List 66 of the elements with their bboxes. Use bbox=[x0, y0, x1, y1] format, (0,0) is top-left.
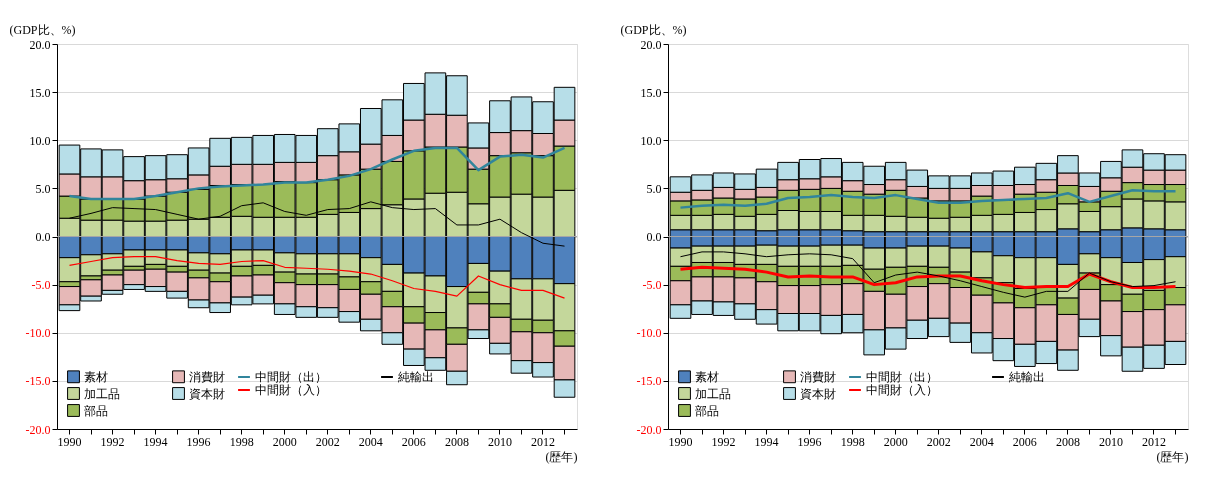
x-tick-label: 2010 bbox=[1098, 434, 1123, 449]
legend-label: 中間財（出） bbox=[866, 370, 938, 384]
y-tick-label: -5.0 bbox=[31, 278, 51, 293]
x-tick-label: 1992 bbox=[100, 434, 125, 449]
x-axis-title: (歴年) bbox=[1156, 449, 1189, 464]
y-tick-label: -5.0 bbox=[642, 278, 662, 293]
y-axis-title: (GDP比、%) bbox=[9, 22, 76, 37]
legend-label: 消費財 bbox=[189, 369, 225, 384]
x-tick-label: 2006 bbox=[1012, 434, 1037, 449]
legend-label: 中間財（入） bbox=[866, 383, 938, 397]
line-series bbox=[678, 265, 1178, 290]
legend-label: 素材 bbox=[695, 369, 719, 384]
y-tick-label: 0.0 bbox=[35, 230, 51, 244]
y-tick-label: -10.0 bbox=[636, 326, 662, 341]
x-tick-label: 1998 bbox=[229, 434, 254, 449]
legend-label: 消費財 bbox=[800, 369, 836, 384]
x-tick-label: 1992 bbox=[711, 434, 736, 449]
y-tick-label: 20.0 bbox=[640, 37, 662, 52]
x-tick-label: 2002 bbox=[315, 434, 340, 449]
y-tick-label: 20.0 bbox=[29, 37, 51, 52]
x-tick-label: 2004 bbox=[969, 434, 994, 449]
x-tick-label: 2008 bbox=[1055, 434, 1080, 449]
legend-label: 資本財 bbox=[189, 386, 225, 401]
x-tick-label: 2000 bbox=[883, 434, 908, 449]
legend-label: 加工品 bbox=[84, 386, 120, 401]
x-tick-label: 2000 bbox=[272, 434, 297, 449]
x-tick-label: 2004 bbox=[358, 434, 383, 449]
x-tick-label: 2008 bbox=[444, 434, 469, 449]
x-tick-label: 2012 bbox=[530, 434, 555, 449]
y-tick-label: 5.0 bbox=[35, 181, 51, 196]
x-tick-label: 1990 bbox=[668, 434, 693, 449]
y-tick-label: -15.0 bbox=[25, 374, 51, 389]
y-tick-label: 15.0 bbox=[640, 85, 662, 100]
x-tick-label: 1996 bbox=[186, 434, 211, 449]
legend-label: 加工品 bbox=[695, 386, 731, 401]
x-axis-title: (歴年) bbox=[545, 449, 578, 464]
x-tick-label: 1994 bbox=[754, 434, 779, 449]
x-tick-label: 2010 bbox=[487, 434, 512, 449]
y-tick-label: 15.0 bbox=[29, 85, 51, 100]
y-axis-title: (GDP比、%) bbox=[620, 22, 687, 37]
y-tick-label: 10.0 bbox=[640, 133, 662, 148]
x-tick-label: 2006 bbox=[401, 434, 426, 449]
x-tick-label: 1998 bbox=[840, 434, 865, 449]
legend-label: 純輸出 bbox=[1009, 370, 1045, 384]
y-tick-label: -10.0 bbox=[25, 326, 51, 341]
x-tick-label: 1994 bbox=[143, 434, 168, 449]
y-tick-label: 5.0 bbox=[646, 181, 662, 196]
legend-label: 資本財 bbox=[800, 386, 836, 401]
y-tick-label: -20.0 bbox=[636, 422, 662, 437]
y-tick-label: 0.0 bbox=[646, 230, 662, 244]
legend-label: 素材 bbox=[84, 369, 108, 384]
legend-label: 部品 bbox=[695, 403, 719, 418]
legend-label: 中間財（出） bbox=[255, 370, 327, 384]
line-series bbox=[68, 256, 566, 299]
legend-label: 中間財（入） bbox=[255, 383, 327, 397]
line-series bbox=[68, 146, 566, 201]
legend-label: 部品 bbox=[84, 403, 108, 418]
y-tick-label: 10.0 bbox=[29, 133, 51, 148]
x-tick-label: 1990 bbox=[57, 434, 82, 449]
line-series bbox=[679, 189, 1177, 209]
x-tick-label: 2002 bbox=[926, 434, 951, 449]
y-tick-label: -15.0 bbox=[636, 374, 662, 389]
x-tick-label: 2012 bbox=[1141, 434, 1166, 449]
x-tick-label: 1996 bbox=[797, 434, 822, 449]
y-tick-label: -20.0 bbox=[25, 422, 51, 437]
legend-label: 純輸出 bbox=[398, 370, 434, 384]
